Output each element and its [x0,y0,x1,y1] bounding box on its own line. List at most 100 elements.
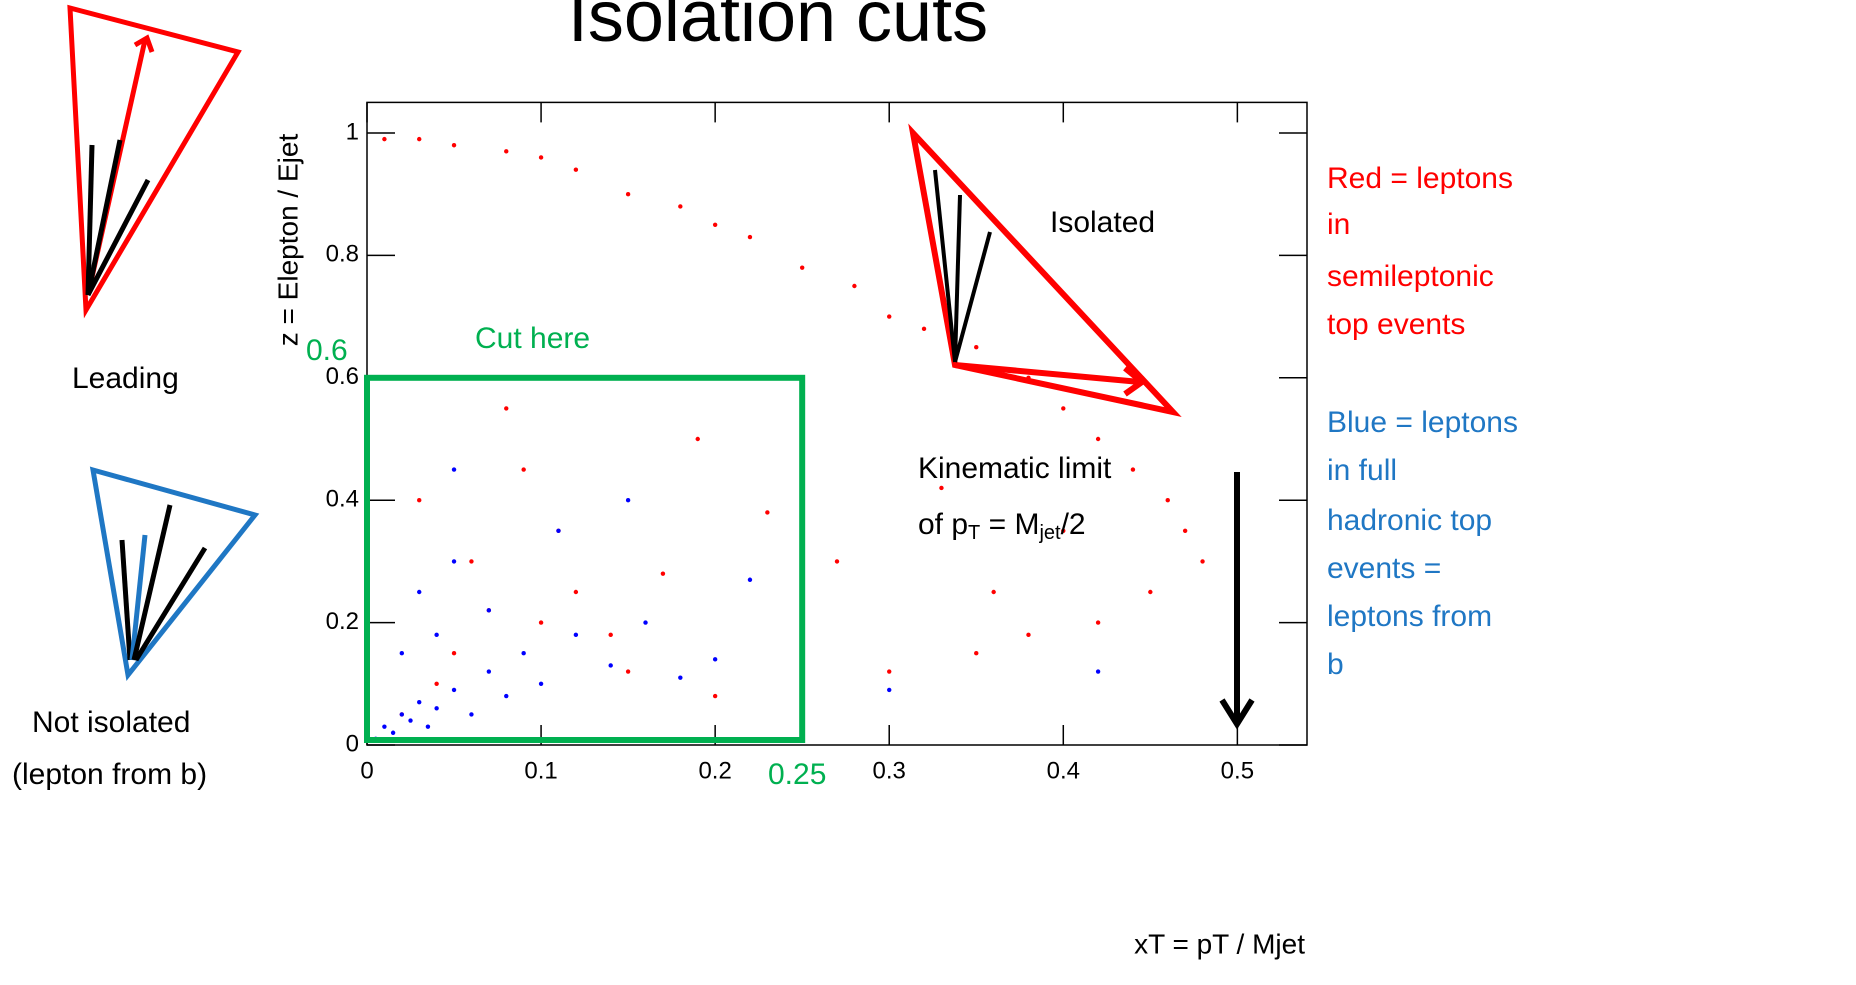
point [434,632,439,638]
legend-note: b [1327,648,1344,681]
point [521,467,526,472]
point [974,345,979,350]
point [608,663,613,668]
point [504,149,509,154]
annotation-part: T [968,522,980,544]
point [1148,589,1153,595]
legend-note: Red = leptons [1327,162,1513,195]
isolated-diagram [67,4,242,319]
cut-value: 0.25 [768,758,826,791]
point [573,632,579,638]
point [1026,632,1031,638]
y-axis-title: z = Elepton / Ejet [272,134,303,347]
point [434,706,439,711]
point [712,693,718,699]
point [417,498,422,503]
non-isolated-diagram [89,466,260,681]
point [643,620,648,625]
legend-note: in full [1327,454,1397,487]
point [712,657,718,662]
legend-note: hadronic top [1327,504,1492,537]
point [417,699,422,705]
point [469,559,474,564]
point [451,651,457,656]
point [747,234,753,240]
point [399,651,405,656]
y-tick-label: 1 [346,118,359,145]
point [390,730,396,735]
point [1061,528,1066,533]
point [608,632,613,638]
point [504,693,509,699]
cut-value: 0.6 [306,334,348,367]
point [425,724,431,729]
point [660,571,666,576]
point [887,314,892,319]
y-tick-label: 0 [346,730,359,757]
point [695,436,700,442]
point [1200,559,1205,564]
point [939,485,944,491]
point [417,136,422,142]
point [1061,406,1066,411]
point [573,589,579,595]
y-tick-label: 0.8 [326,241,359,268]
point [486,608,492,613]
plot-frame [366,101,1308,746]
point [834,559,840,564]
annotation-part: jet [1038,522,1061,544]
y-tick-label: 0.6 [326,363,359,390]
isolated-cone [908,123,1182,417]
annotation: Isolated [1050,206,1155,239]
point [486,669,492,674]
annotation-part: /2 [1061,508,1086,541]
legend-note: in [1327,208,1350,241]
legend-notes: Red = leptons in semileptonic top events… [1327,162,1518,681]
diagram-label: (lepton from b) [12,758,207,791]
slide-title: Isolation cuts [568,0,988,57]
point [765,510,770,515]
point [991,589,996,595]
point [625,192,631,197]
kinematic-arrow [1219,472,1255,730]
y-tick-label: 0.4 [326,486,359,513]
x-tick-label: 0.5 [1221,757,1254,784]
point [678,675,683,680]
point [678,204,683,209]
point [747,577,753,582]
point [399,712,405,717]
point [1130,467,1136,472]
point [1095,436,1101,442]
point [538,681,544,686]
legend-note: semileptonic [1327,260,1494,293]
point [469,712,474,717]
point [417,589,422,595]
annotation: of pT = Mjet/2 [918,508,1086,544]
legend-note: Blue = leptons [1327,406,1518,439]
point [451,467,457,472]
point [556,528,561,533]
point [1095,620,1101,625]
x-tick-label: 0.2 [698,757,731,784]
diagram-label: Leading [72,362,179,395]
point [625,498,631,503]
x-axis-title: xT = pT / Mjet [1134,928,1305,959]
y-tick-label: 0.2 [326,608,359,635]
point [521,651,526,656]
point [434,681,439,686]
point [1182,528,1188,533]
point [887,687,892,693]
x-tick-label: 0 [360,757,373,784]
point [921,326,927,332]
annotation-part: = M [980,508,1039,541]
point [1095,669,1101,674]
point [887,669,892,674]
point [799,265,805,270]
point [382,724,387,729]
annotation: Kinematic limit [918,452,1112,485]
point [504,406,509,411]
point [573,167,579,172]
cut-label: Cut here [475,322,590,355]
legend-note: leptons from [1327,600,1492,633]
legend-note: events = [1327,552,1441,585]
